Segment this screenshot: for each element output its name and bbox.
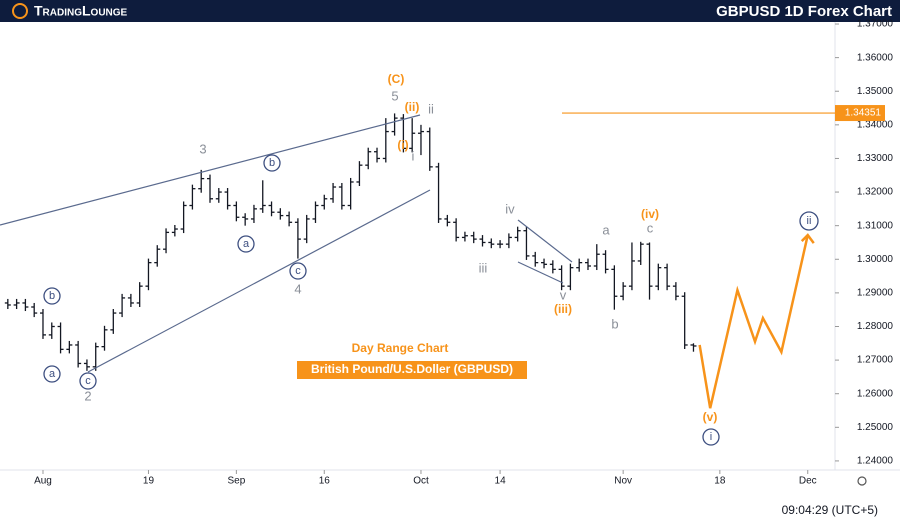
wave-label: a [602, 222, 610, 237]
wave-label: v [560, 287, 567, 302]
y-tick-label: 1.33000 [857, 153, 894, 164]
wave-label: ii [428, 101, 434, 116]
wave-label: a [49, 368, 56, 380]
wave-circle [702, 428, 720, 446]
x-tick-label: 19 [143, 476, 155, 487]
wave-label: c [295, 265, 301, 277]
wave-label: 2 [84, 388, 91, 403]
wave-circle [237, 235, 255, 253]
wave-label: (C) [388, 72, 405, 86]
logo: TradingLounge [34, 3, 128, 19]
wave-label: (i) [397, 138, 408, 152]
x-tick-label: Oct [413, 476, 429, 487]
wave-label: 5 [391, 88, 398, 103]
wave-circle [799, 211, 819, 231]
wave-label: c [647, 220, 654, 235]
x-tick-label: Nov [614, 476, 632, 487]
wave-label: (iv) [641, 207, 659, 221]
y-tick-label: 1.28000 [857, 321, 894, 332]
x-tick-label: 16 [319, 476, 331, 487]
logo-icon [12, 3, 28, 19]
y-tick-label: 1.29000 [857, 288, 894, 299]
subtitle: Day Range Chart [352, 341, 449, 355]
caption-box [297, 361, 527, 379]
x-tick-label: 14 [495, 476, 507, 487]
y-tick-label: 1.30000 [857, 254, 894, 265]
wave-label: (ii) [405, 100, 420, 114]
wave-circle [289, 262, 307, 280]
last-price-label: 1.34351 [845, 108, 882, 119]
wave-label: i [710, 431, 712, 443]
y-tick-label: 1.36000 [857, 52, 894, 63]
y-tick-label: 1.31000 [857, 220, 894, 231]
wave-label: b [49, 290, 55, 302]
x-tick-label: Aug [34, 476, 52, 487]
wave-label: a [243, 238, 250, 250]
wave-circle [263, 154, 281, 172]
wave-label: 3 [199, 141, 206, 156]
settings-icon[interactable] [857, 476, 867, 486]
wave-labels: (C) 5 (ii) ii (i) i 3 b a c 4 b a c 2 iv… [43, 72, 819, 446]
header-bar [0, 0, 900, 22]
wave-label: iii [479, 260, 488, 275]
timestamp: 09:04:29 (UTC+5) [782, 503, 878, 517]
x-tick-label: Sep [227, 476, 245, 487]
trend-line [517, 219, 573, 263]
wave-label: iv [505, 201, 515, 216]
projection-arrow [800, 233, 815, 244]
wave-label: (v) [703, 410, 718, 424]
plot: 1.24000 1.25000 1.26000 1.27000 1.28000 1.290… [4, 19, 894, 487]
wave-circle [79, 372, 97, 390]
chart-title: GBPUSD 1D Forex Chart [716, 3, 892, 20]
y-tick-label: 1.32000 [857, 187, 894, 198]
caption: British Pound/U.S.Doller (GBPUSD) [311, 362, 513, 376]
wave-label: i [412, 148, 415, 163]
wave-label: b [611, 316, 618, 331]
wave-label: (iii) [554, 302, 572, 316]
y-tick-label: 1.34000 [857, 119, 894, 130]
x-tick-label: Dec [799, 476, 817, 487]
wave-label: 4 [294, 281, 301, 296]
trend-line [87, 189, 431, 373]
y-tick-label: 1.25000 [857, 422, 894, 433]
y-tick-label: 1.27000 [857, 355, 894, 366]
y-tick-label: 1.37000 [857, 19, 894, 30]
wave-circle [43, 287, 61, 305]
y-tick-label: 1.26000 [857, 388, 894, 399]
y-tick-label: 1.24000 [857, 456, 894, 467]
wave-label: b [269, 157, 275, 169]
wave-circle [43, 365, 61, 383]
trend-line [517, 261, 564, 284]
y-tick-label: 1.35000 [857, 86, 894, 97]
wave-label: c [85, 375, 91, 387]
trend-line [0, 114, 421, 226]
wave-label: ii [807, 215, 812, 227]
x-tick-label: 18 [714, 476, 726, 487]
last-price-tag [835, 105, 885, 122]
projection-line [698, 234, 809, 409]
